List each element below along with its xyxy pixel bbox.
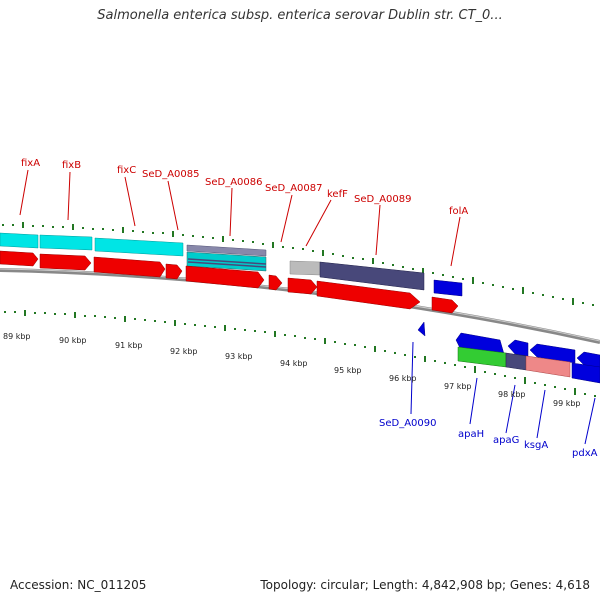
gene-label-pdxA[interactable]: pdxA [572,448,598,459]
kbp-label: 98 kbp [498,390,526,399]
kbp-label: 93 kbp [225,352,253,361]
cds-reverse-2[interactable] [507,339,529,357]
kbp-ruler-labels: 89 kbp 90 kbp 91 kbp 92 kbp 93 kbp 94 kb… [3,332,581,408]
cds-apaG[interactable] [505,352,527,371]
cds-pdxA[interactable] [571,362,600,384]
cds-SeD_A0089[interactable] [319,261,425,291]
lower-tick-arc [4,310,596,397]
gene-label-kefF[interactable]: kefF [327,189,348,200]
kbp-label: 91 kbp [115,341,143,350]
cds-SeD_A0087[interactable] [289,260,321,276]
gene-label-SeD_A0090[interactable]: SeD_A0090 [379,418,437,429]
accession-text: Accession: NC_011205 [10,578,147,592]
cds-folA[interactable] [433,279,463,297]
kbp-label: 90 kbp [59,336,87,345]
cds-fixB[interactable] [39,234,93,251]
cds-ksgA[interactable] [525,355,571,378]
forward-track-outer [0,232,463,297]
kbp-label: 97 kbp [444,382,472,391]
upper-tick-arc [2,222,594,306]
gene-label-fixB[interactable]: fixB [62,160,81,171]
bottom-gene-labels: SeD_A0090 apaH apaG ksgA pdxA [379,341,598,459]
cds-arrow-2[interactable] [39,253,92,271]
cds-arrow-4[interactable] [165,263,183,280]
gene-label-apaH[interactable]: apaH [458,429,484,440]
cds-arrow-9[interactable] [431,296,459,314]
kbp-label: 89 kbp [3,332,31,341]
gene-label-folA[interactable]: folA [449,206,468,217]
cds-SeD_A0085[interactable] [186,244,267,257]
kbp-label: 95 kbp [334,366,362,375]
gene-label-SeD_A0086[interactable]: SeD_A0086 [205,177,263,188]
cds-arrow-6[interactable] [268,274,283,291]
gene-label-SeD_A0085[interactable]: SeD_A0085 [142,169,200,180]
genome-summary-text: Topology: circular; Length: 4,842,908 bp… [260,578,590,592]
cds-arrow-3[interactable] [93,256,166,278]
cds-arrow-7[interactable] [287,277,318,295]
reverse-track [417,321,600,384]
kbp-label: 99 kbp [553,399,581,408]
genome-title: Salmonella enterica subsp. enterica sero… [97,8,503,23]
cds-SeD_A0090[interactable] [417,321,426,337]
kbp-label: 92 kbp [170,347,198,356]
forward-track-inner [0,250,459,314]
kbp-label: 94 kbp [280,359,308,368]
cds-fixC[interactable] [94,237,184,257]
cds-arrow-8[interactable] [316,280,421,310]
cds-arrow-5[interactable] [185,265,265,289]
kbp-label: 96 kbp [389,374,417,383]
gene-label-ksgA[interactable]: ksgA [524,440,548,451]
cds-fixA[interactable] [0,232,39,249]
gene-label-SeD_A0087[interactable]: SeD_A0087 [265,183,323,194]
top-gene-labels: fixA fixB fixC SeD_A0085 SeD_A0086 SeD_A… [19,158,468,267]
gene-label-fixA[interactable]: fixA [21,158,40,169]
cds-arrow-1[interactable] [0,250,39,267]
gene-label-fixC[interactable]: fixC [117,165,136,176]
gene-label-apaG[interactable]: apaG [493,435,519,446]
gene-label-SeD_A0089[interactable]: SeD_A0089 [354,194,412,205]
